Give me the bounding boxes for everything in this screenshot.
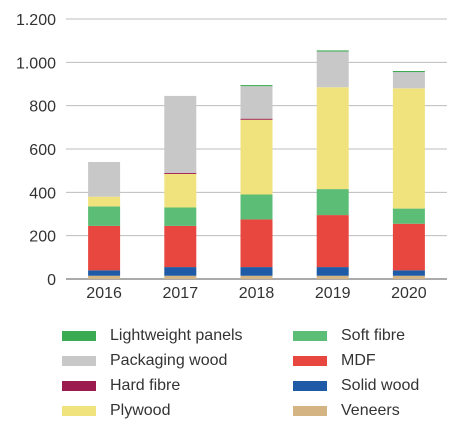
bar-segment <box>392 275 425 279</box>
legend-label: Veneers <box>341 402 400 419</box>
bar-segment <box>316 189 349 216</box>
x-tick-label: 2019 <box>315 285 351 302</box>
bar-segment <box>392 71 425 73</box>
legend-item-veneers: Veneers <box>293 400 400 422</box>
bar-segment <box>316 275 349 279</box>
legend-label: MDF <box>341 352 376 369</box>
y-tick-label: 600 <box>29 142 56 159</box>
y-axis-ticks: 0 200 400 600 800 1.000 1.200 <box>16 12 56 289</box>
legend-item-soft-fibre: Soft fibre <box>293 325 405 347</box>
legend-item-plywood: Plywood <box>62 400 170 422</box>
x-tick-label: 2017 <box>163 285 199 302</box>
bar-segment <box>88 225 121 271</box>
legend-item-solid-wood: Solid wood <box>293 375 419 397</box>
bar-segment <box>88 206 121 226</box>
bar-segment <box>164 267 197 276</box>
legend-label: Hard fibre <box>110 377 181 394</box>
bar-segment <box>240 85 273 87</box>
bar-segment <box>88 162 121 197</box>
x-tick-label: 2018 <box>239 285 275 302</box>
bar-segment <box>392 72 425 89</box>
legend-swatch <box>293 381 327 391</box>
bar-segment <box>316 215 349 268</box>
bar-segment <box>240 267 273 276</box>
legend-swatch <box>293 331 327 341</box>
bar-segment <box>88 275 121 279</box>
y-tick-label: 200 <box>29 229 56 246</box>
bar-segment <box>240 119 273 195</box>
bar-segment <box>88 196 121 207</box>
y-tick-label: 1.200 <box>16 12 56 29</box>
bar-segment <box>316 50 349 52</box>
bar-segment <box>392 270 425 276</box>
legend-item-hard-fibre: Hard fibre <box>62 375 180 397</box>
bar-segment <box>316 267 349 276</box>
bar-segment <box>240 219 273 268</box>
legend-swatch <box>62 381 96 391</box>
legend-label: Lightweight panels <box>110 327 243 344</box>
bar-segment <box>240 118 273 120</box>
legend-label: Soft fibre <box>341 327 406 344</box>
legend-swatch <box>293 406 327 416</box>
x-tick-label: 2016 <box>86 285 122 302</box>
bar-segment <box>240 275 273 279</box>
bar-segment <box>240 86 273 119</box>
y-tick-label: 1.000 <box>16 55 56 72</box>
legend: Lightweight panels Soft fibre Packaging … <box>0 318 467 427</box>
stacked-bar-chart: 0 200 400 600 800 1.000 1.200 2016 2017 2018 2019… <box>16 12 447 302</box>
bar-segment <box>88 270 121 276</box>
bar-segment <box>164 173 197 208</box>
bar-segment <box>392 223 425 271</box>
bar-segment <box>164 225 197 268</box>
bar-segment <box>164 207 197 226</box>
bar-segment <box>392 88 425 209</box>
legend-label: Packaging wood <box>110 352 228 369</box>
legend-swatch <box>62 356 96 366</box>
legend-item-packaging-wood: Packaging wood <box>62 350 227 372</box>
y-tick-label: 0 <box>47 272 56 289</box>
y-tick-label: 400 <box>29 185 56 202</box>
bar-segment <box>392 208 425 224</box>
legend-label: Plywood <box>110 402 171 419</box>
y-tick-label: 800 <box>29 99 56 116</box>
legend-label: Solid wood <box>341 377 420 394</box>
bar-segment <box>164 95 197 173</box>
x-axis-ticks: 2016 2017 2018 2019 2020 <box>86 285 426 302</box>
legend-swatch <box>62 406 96 416</box>
bar-segment <box>316 87 349 190</box>
bar-stacks <box>88 50 425 279</box>
legend-item-lightweight-panels: Lightweight panels <box>62 325 243 347</box>
legend-swatch <box>62 331 96 341</box>
bar-segment <box>164 172 197 174</box>
bar-segment <box>316 51 349 88</box>
bar-segment <box>240 194 273 220</box>
legend-swatch <box>293 356 327 366</box>
x-tick-label: 2020 <box>391 285 427 302</box>
bar-segment <box>164 275 197 279</box>
legend-item-mdf: MDF <box>293 350 376 372</box>
